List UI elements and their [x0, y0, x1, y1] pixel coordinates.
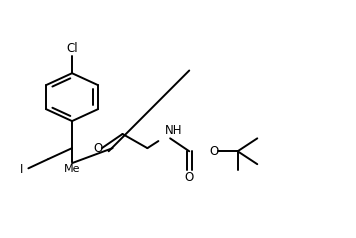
Text: O: O [185, 171, 194, 184]
Text: O: O [93, 142, 102, 155]
Text: Me: Me [64, 164, 80, 174]
Text: Cl: Cl [66, 42, 78, 55]
Text: O: O [209, 145, 219, 158]
Text: NH: NH [164, 124, 182, 137]
Text: I: I [20, 164, 23, 177]
